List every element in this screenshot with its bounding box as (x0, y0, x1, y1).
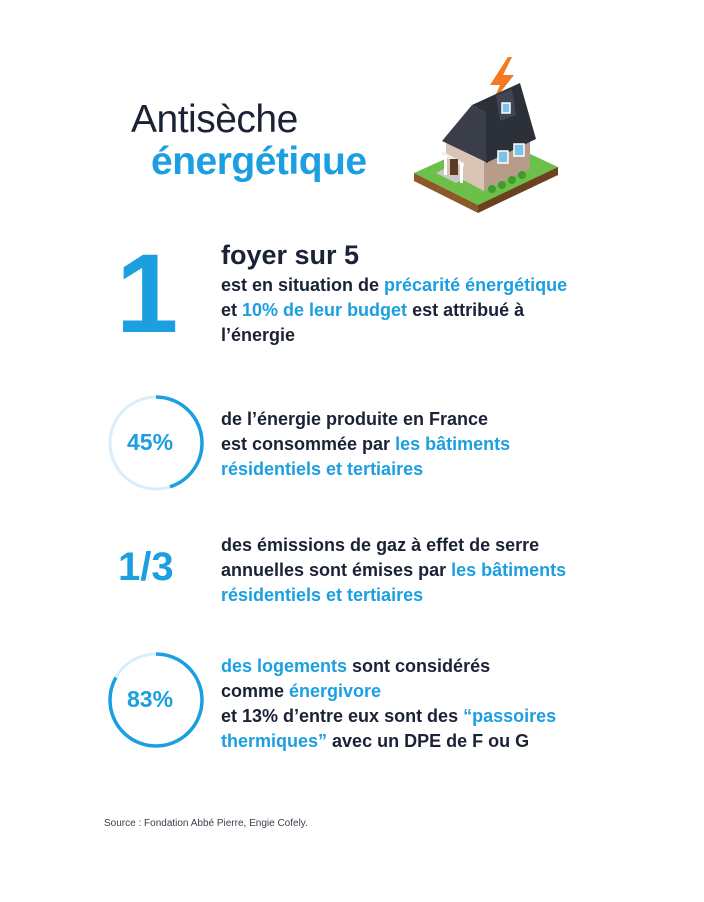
house-with-lightning-icon (414, 57, 558, 213)
stat4-text: des logements sont considérés comme éner… (221, 654, 556, 754)
stat3-line-3: résidentiels et tertiaires (221, 585, 424, 605)
stat3-line-1: des émissions de gaz à effet de serre (221, 535, 540, 555)
stat4-line-3: et 13% d’entre eux sont des “passoires (221, 706, 557, 726)
stat2-value: 45% (127, 429, 174, 455)
stat2-line-2: est consommée par les bâtiments (221, 434, 511, 454)
stat1-headline: foyer sur 5 (221, 240, 360, 270)
stat1-line-1: est en situation de précarité énergétiqu… (221, 275, 568, 295)
stat4-line-2: comme énergivore (221, 681, 382, 701)
stat4-line-1: des logements sont considérés (221, 656, 491, 676)
stat4-line-4: thermiques” avec un DPE de F ou G (221, 731, 530, 751)
title-line-2: énergétique (151, 140, 367, 183)
stat4-progress-ring (108, 652, 204, 748)
stat3-text: des émissions de gaz à effet de serre an… (221, 533, 566, 608)
source-note: Source : Fondation Abbé Pierre, Engie Co… (104, 818, 308, 829)
title-line-1: Antisèche (131, 98, 298, 141)
stat1-line-3: l’énergie (221, 325, 296, 345)
stat3-line-2: annuelles sont émises par les bâtiments (221, 560, 567, 580)
stat2-line-1: de l’énergie produite en France (221, 409, 489, 429)
stat1-big-number: 1 (116, 231, 179, 356)
stat4-value: 83% (127, 686, 174, 712)
stat2-text: de l’énergie produite en France est cons… (221, 407, 510, 482)
stat1-text: est en situation de précarité énergétiqu… (221, 273, 567, 348)
stat1-line-2: et 10% de leur budget est attribué à (221, 300, 525, 320)
stat3-value: 1/3 (118, 545, 174, 589)
stat2-progress-ring (108, 395, 204, 491)
stat2-line-3: résidentiels et tertiaires (221, 459, 424, 479)
